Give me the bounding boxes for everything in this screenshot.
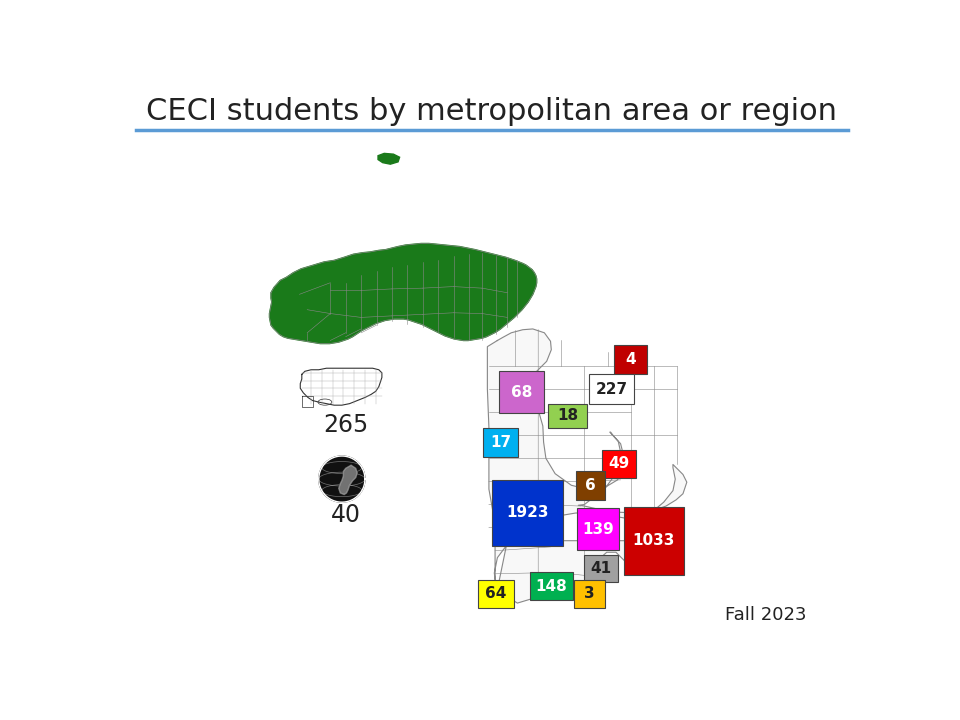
Text: 49: 49 [609, 456, 630, 471]
Bar [614, 345, 647, 374]
Bar [499, 371, 543, 413]
Text: 148: 148 [536, 579, 567, 593]
Bar [530, 572, 573, 600]
Polygon shape [300, 368, 382, 405]
Text: 139: 139 [583, 522, 614, 536]
Text: 3: 3 [585, 586, 595, 601]
Text: 17: 17 [490, 435, 511, 449]
Text: 1033: 1033 [633, 534, 675, 548]
Text: 64: 64 [485, 586, 507, 601]
Bar [574, 580, 605, 608]
Text: 6: 6 [586, 478, 596, 492]
Bar [624, 507, 684, 575]
Text: 18: 18 [557, 408, 578, 423]
Polygon shape [301, 396, 313, 407]
Text: 1923: 1923 [506, 505, 549, 521]
Bar [577, 508, 619, 550]
Bar [589, 374, 634, 404]
Polygon shape [488, 329, 686, 603]
Ellipse shape [318, 399, 332, 405]
Polygon shape [339, 465, 357, 495]
Bar [548, 404, 587, 428]
Bar [585, 554, 618, 582]
Polygon shape [378, 153, 399, 164]
Bar [478, 580, 514, 608]
Text: 40: 40 [330, 503, 361, 527]
Bar [492, 480, 563, 546]
Text: 41: 41 [590, 561, 612, 576]
Bar [483, 428, 518, 456]
Text: Fall 2023: Fall 2023 [725, 606, 806, 624]
Circle shape [319, 456, 365, 503]
Text: 4: 4 [625, 352, 636, 367]
Text: CECI students by metropolitan area or region: CECI students by metropolitan area or re… [147, 96, 837, 125]
Bar [576, 471, 605, 500]
Polygon shape [270, 243, 537, 343]
Text: 68: 68 [511, 384, 532, 400]
Bar [602, 450, 636, 477]
Text: 227: 227 [595, 382, 628, 397]
Polygon shape [339, 465, 357, 495]
Text: 265: 265 [324, 413, 369, 437]
